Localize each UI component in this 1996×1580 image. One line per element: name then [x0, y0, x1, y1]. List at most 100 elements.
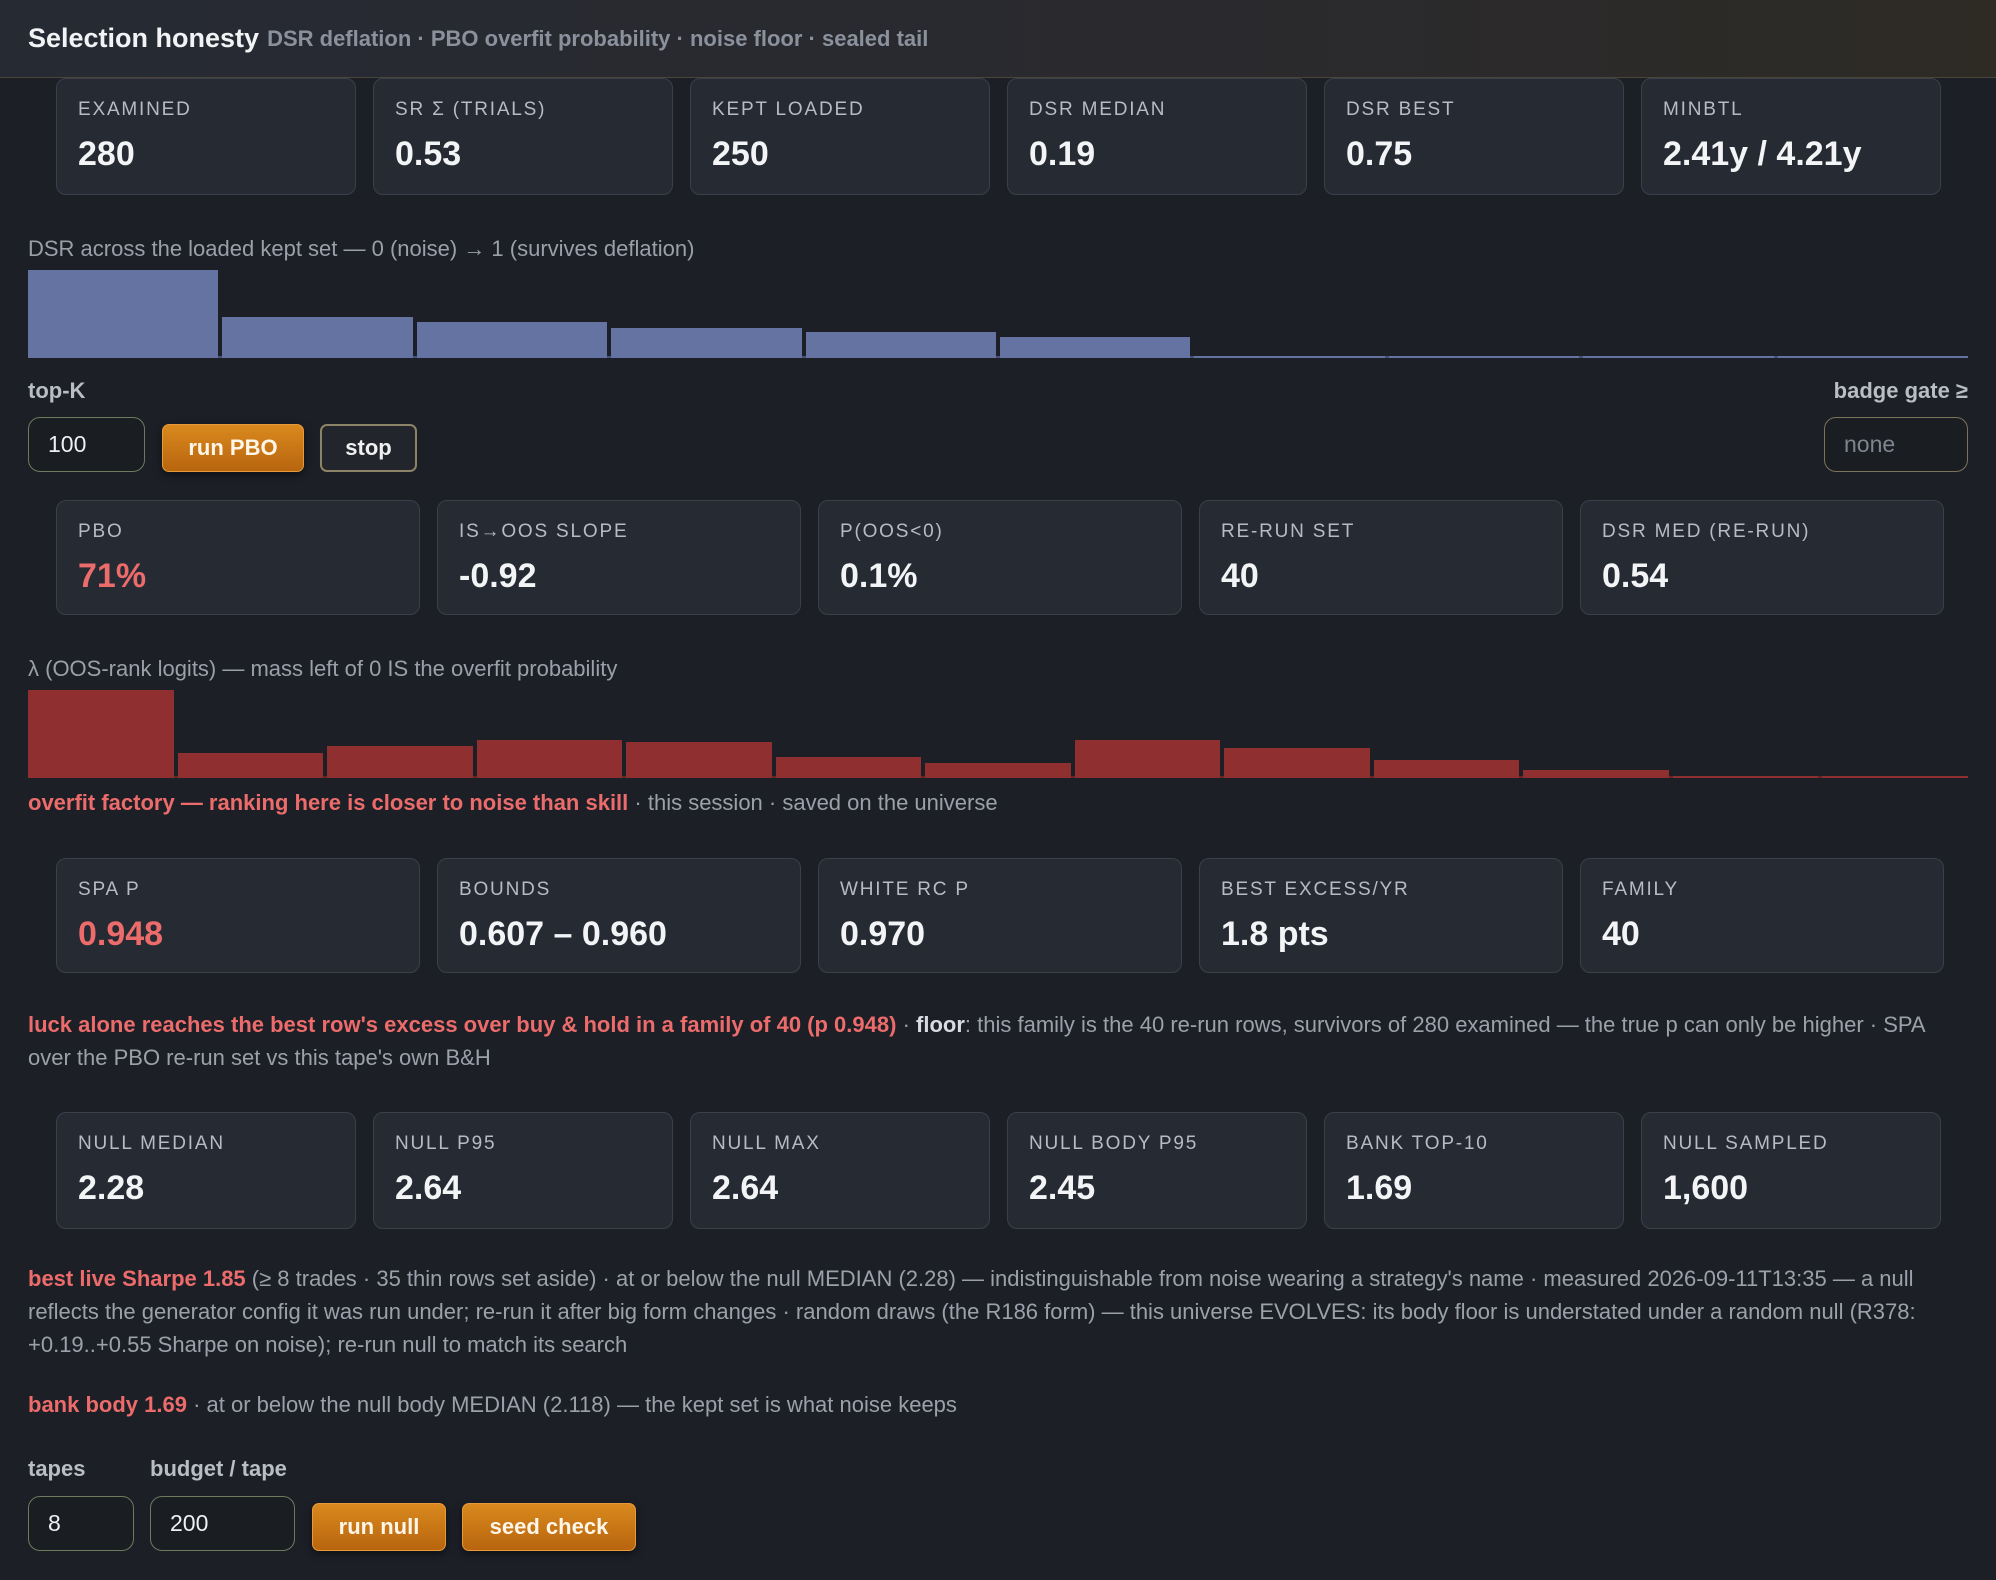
- stat-value: 1.69: [1346, 1169, 1413, 1207]
- lambda-histogram-bar: [327, 746, 473, 778]
- stop-button[interactable]: stop: [320, 424, 417, 472]
- stat-label: DSR BEST: [1346, 99, 1456, 120]
- stat-value: 2.45: [1029, 1169, 1096, 1207]
- stat-value: 0.607 – 0.960: [459, 915, 667, 953]
- stat-card-bounds: BOUNDS 0.607 – 0.960: [437, 858, 801, 973]
- dsr-histogram-baseline: [28, 356, 1968, 358]
- stat-label: DSR MED (RE-RUN): [1602, 521, 1811, 542]
- lambda-histogram-caption: λ (OOS-rank logits) — mass left of 0 IS …: [28, 656, 618, 681]
- stat-value: 1.8 pts: [1221, 915, 1329, 953]
- stat-value: 2.64: [712, 1169, 779, 1207]
- budget-per-tape-input[interactable]: 200: [150, 1496, 295, 1551]
- stat-label: KEPT LOADED: [712, 99, 865, 120]
- stat-card-family: FAMILY 40: [1580, 858, 1944, 973]
- stat-card-null-max: NULL MAX 2.64: [690, 1112, 990, 1229]
- panel-title: Selection honesty: [28, 23, 260, 53]
- dsr-histogram-bar: [805, 332, 996, 358]
- dsr-histogram-bar: [611, 328, 802, 358]
- panel-header: Selection honesty DSR deflation · PBO ov…: [0, 0, 1996, 78]
- stat-card-white-rc-p: WHITE RC P 0.970: [818, 858, 1182, 973]
- stat-value: 40: [1221, 557, 1259, 595]
- stat-card-kept-loaded: KEPT LOADED 250: [690, 78, 990, 195]
- stat-card-p-oos: P(OOS<0) 0.1%: [818, 500, 1182, 615]
- pbo-stats-row: PBO 71% IS→OOS SLOPE -0.92 P(OOS<0) 0.1% RE…: [56, 500, 1944, 615]
- lambda-histogram-bar: [1224, 748, 1370, 778]
- stat-value: 40: [1602, 915, 1640, 953]
- stat-label: BOUNDS: [459, 879, 552, 900]
- lambda-histogram-bar: [775, 756, 922, 778]
- stat-value: 0.54: [1602, 557, 1669, 595]
- spa-note-floor: floor: [916, 1012, 965, 1037]
- null-note: best live Sharpe 1.85 (≥ 8 trades · 35 t…: [28, 1262, 1978, 1361]
- stat-card-sr-sigma: SR Σ (TRIALS) 0.53: [373, 78, 673, 195]
- stat-value: 250: [712, 135, 769, 173]
- stat-value: 2.28: [78, 1169, 145, 1207]
- stat-label: EXAMINED: [78, 99, 192, 120]
- stat-value: 1,600: [1663, 1169, 1749, 1207]
- stat-label: BANK TOP-10: [1346, 1133, 1489, 1154]
- stat-value: 71%: [78, 557, 147, 595]
- stat-label: IS→OOS SLOPE: [459, 521, 629, 542]
- stat-card-dsr-median: DSR MEDIAN 0.19: [1007, 78, 1307, 195]
- stat-card-best-excess: BEST EXCESS/YR 1.8 pts: [1199, 858, 1563, 973]
- stat-label: PBO: [78, 521, 124, 542]
- stat-card-bank-top10: BANK TOP-10 1.69: [1324, 1112, 1624, 1229]
- stat-value: 0.75: [1346, 135, 1413, 173]
- pbo-verdict: overfit factory — ranking here is closer…: [28, 786, 1968, 819]
- null-note-detail: (≥ 8 trades · 35 thin rows set aside) · …: [28, 1266, 1916, 1357]
- budget-label: budget / tape: [150, 1456, 287, 1481]
- tapes-label: tapes: [28, 1456, 86, 1481]
- run-pbo-button[interactable]: run PBO: [162, 424, 304, 472]
- lambda-histogram-bar: [626, 741, 772, 778]
- stat-card-rerun-set: RE-RUN SET 40: [1199, 500, 1563, 615]
- dsr-histogram-bar: [222, 316, 413, 358]
- spa-note: luck alone reaches the best row's excess…: [28, 1008, 1968, 1074]
- topk-label: top-K: [28, 378, 86, 403]
- badge-gate-label: badge gate ≥: [1833, 378, 1968, 403]
- null-stats-row: NULL MEDIAN 2.28 NULL P95 2.64 NULL MAX 2.6…: [56, 1112, 1941, 1229]
- tapes-input[interactable]: 8: [28, 1496, 134, 1551]
- spa-note-detail: : this family is the 40 re-run rows, sur…: [28, 1012, 1925, 1070]
- bank-note-highlight: bank body 1.69: [28, 1392, 187, 1417]
- dsr-histogram-bar: [416, 321, 608, 358]
- bank-note-detail: · at or below the null body MEDIAN (2.11…: [186, 1392, 957, 1417]
- stat-label: BEST EXCESS/YR: [1221, 879, 1410, 900]
- lambda-histogram: [28, 690, 1968, 778]
- dsr-stats-row: EXAMINED 280 SR Σ (TRIALS) 0.53 KEPT LOADE…: [56, 78, 1941, 195]
- stat-card-dsr-med-rerun: DSR MED (RE-RUN) 0.54: [1580, 500, 1944, 615]
- stat-label: NULL SAMPLED: [1663, 1133, 1829, 1154]
- dsr-histogram-bar: [1583, 356, 1774, 358]
- stat-card-spa-p: SPA P 0.948: [56, 858, 420, 973]
- stat-label: RE-RUN SET: [1221, 521, 1356, 542]
- stat-value: 0.53: [395, 135, 462, 173]
- stat-card-is-oos-slope: IS→OOS SLOPE -0.92: [437, 500, 801, 615]
- stat-card-null-sampled: NULL SAMPLED 1,600: [1641, 1112, 1941, 1229]
- lambda-histogram-bar: [476, 740, 623, 778]
- stat-label: NULL MAX: [712, 1133, 821, 1154]
- stat-card-null-median: NULL MEDIAN 2.28: [56, 1112, 356, 1229]
- seed-check-button[interactable]: seed check: [462, 1503, 636, 1551]
- spa-note-highlight: luck alone reaches the best row's excess…: [28, 1012, 897, 1037]
- stat-value: 2.41y / 4.21y: [1663, 135, 1862, 173]
- lambda-histogram-bar: [1523, 770, 1669, 778]
- bank-note: bank body 1.69 · at or below the null bo…: [28, 1388, 1968, 1421]
- stat-card-null-body-p95: NULL BODY P95 2.45: [1007, 1112, 1307, 1229]
- panel-subtitle: DSR deflation · PBO overfit probability …: [267, 25, 929, 51]
- lambda-histogram-bar: [1074, 740, 1221, 778]
- stat-value: 0.948: [78, 915, 164, 953]
- stat-label: NULL BODY P95: [1029, 1133, 1199, 1154]
- verdict-detail: · this session · saved on the universe: [628, 790, 998, 815]
- lambda-histogram-bar: [925, 763, 1071, 778]
- topk-input[interactable]: 100: [28, 417, 145, 472]
- dsr-histogram: [28, 270, 1968, 358]
- stat-card-dsr-best: DSR BEST 0.75: [1324, 78, 1624, 195]
- badge-gate-input[interactable]: none: [1824, 417, 1968, 472]
- stat-label: P(OOS<0): [840, 521, 944, 542]
- stat-label: WHITE RC P: [840, 879, 970, 900]
- stat-value: -0.92: [459, 557, 537, 595]
- lambda-histogram-bar: [1822, 776, 1968, 778]
- lambda-histogram-bar: [1672, 776, 1819, 778]
- stat-value: 0.970: [840, 915, 926, 953]
- run-null-button[interactable]: run null: [312, 1503, 446, 1551]
- dsr-histogram-bar: [28, 270, 219, 358]
